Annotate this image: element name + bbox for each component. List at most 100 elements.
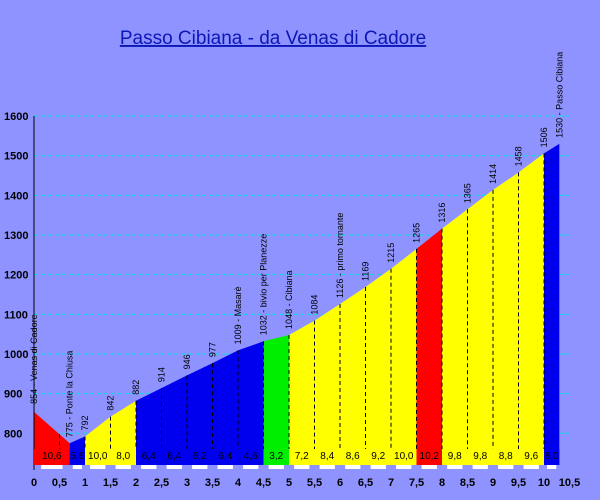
grade-cell-7 xyxy=(187,449,213,461)
grade-bar-18 xyxy=(467,461,493,465)
grade-bar-5 xyxy=(136,461,162,465)
x-tick-4,5: 4,5 xyxy=(256,477,271,489)
grade-cell-2 xyxy=(69,449,85,461)
grade-marker-20 xyxy=(523,465,539,469)
grade-marker-14 xyxy=(370,465,386,469)
grade-bar-15 xyxy=(391,461,417,465)
grade-marker-18 xyxy=(472,465,488,469)
grade-bar-21 xyxy=(544,461,560,465)
grade-cell-8 xyxy=(212,449,238,461)
point-labels: 854 - Venas di Cadore 775 - Ponte la Chiu… xyxy=(29,52,564,437)
y-tick-1400: 1400 xyxy=(4,190,28,202)
profile-segment-15 xyxy=(391,248,417,465)
grade-cell-5 xyxy=(136,449,162,461)
y-tick-1000: 1000 xyxy=(4,349,28,361)
grade-cell-14 xyxy=(365,449,391,461)
profile-segment-11 xyxy=(289,320,315,465)
grade-marker-17 xyxy=(447,465,463,469)
grade-label-13: 8,6 xyxy=(346,451,360,462)
grade-label-15: 10,0 xyxy=(394,451,414,462)
grade-bar-4 xyxy=(110,461,136,465)
grade-cell-12 xyxy=(314,449,340,461)
x-tick-5,5: 5,5 xyxy=(307,477,322,489)
grade-cell-6 xyxy=(161,449,187,461)
x-tick-2,5: 2,5 xyxy=(154,477,169,489)
grade-label-21: 8,0 xyxy=(545,451,559,462)
grade-bar-6 xyxy=(161,461,187,465)
grade-bar-11 xyxy=(289,461,315,465)
grade-bar-13 xyxy=(340,461,366,465)
y-tick-1100: 1100 xyxy=(4,309,28,321)
grade-marker-6 xyxy=(166,465,182,469)
grade-marker-16 xyxy=(421,465,437,469)
profile-segment-9 xyxy=(238,341,264,465)
profile-segment-10 xyxy=(263,334,289,465)
x-tick-3: 3 xyxy=(184,477,190,489)
elevation-label-4: 842 xyxy=(106,396,116,411)
profile-segment-4 xyxy=(110,400,136,465)
grade-marker-7 xyxy=(192,465,208,469)
x-tick-6: 6 xyxy=(337,477,343,489)
chart-title: Passo Cibiana - da Venas di Cadore xyxy=(120,28,426,49)
elevation-label-21: 1506 xyxy=(539,127,549,147)
elevation-label-17: 1316 xyxy=(437,203,447,223)
profile-segment-5 xyxy=(136,388,162,465)
grade-marker-21 xyxy=(547,465,557,469)
elevation-label-1: 854 - Venas di Cadore xyxy=(29,314,39,404)
profile-segment-12 xyxy=(314,304,340,465)
grade-label-17: 9,8 xyxy=(448,451,462,462)
grade-label-19: 8,8 xyxy=(499,451,513,462)
elevation-label-18: 1365 xyxy=(463,183,473,203)
grade-marker-5 xyxy=(141,465,157,469)
grade-label-2: 5,6 xyxy=(70,451,84,462)
x-tick-5: 5 xyxy=(286,477,292,489)
elevation-label-15: 1215 xyxy=(386,243,396,263)
grade-marker-15 xyxy=(396,465,412,469)
profile-segment-14 xyxy=(365,268,391,465)
elevation-label-22: 1530 - Passo Cibiana xyxy=(554,52,564,138)
grade-label-12: 8,4 xyxy=(320,451,334,462)
elevation-label-19: 1414 xyxy=(488,164,498,184)
grade-bar-9 xyxy=(238,461,264,465)
profile-segment-18 xyxy=(467,189,493,466)
grade-label-7: 6,2 xyxy=(193,451,207,462)
grade-cell-10 xyxy=(263,449,289,461)
grade-marker-12 xyxy=(319,465,335,469)
profile-segments xyxy=(34,143,560,466)
profile-segment-7 xyxy=(187,363,213,465)
x-tick-8: 8 xyxy=(439,477,445,489)
grade-marker-19 xyxy=(498,465,514,469)
grade-label-1: 10,6 xyxy=(42,451,62,462)
grade-cell-15 xyxy=(391,449,417,461)
grade-cell-21 xyxy=(544,449,560,461)
grade-cell-13 xyxy=(340,449,366,461)
elevation-label-5: 882 xyxy=(131,380,141,395)
x-tick-2: 2 xyxy=(133,477,139,489)
grade-label-14: 9,2 xyxy=(371,451,385,462)
elevation-label-13: 1126 - primo tornante xyxy=(335,213,345,298)
grade-cell-1 xyxy=(34,449,70,461)
grade-marker-13 xyxy=(345,465,361,469)
grade-cell-3 xyxy=(85,449,111,461)
grade-bar-19 xyxy=(493,461,519,465)
grade-label-9: 4,6 xyxy=(244,451,258,462)
elevation-label-6: 914 xyxy=(157,367,167,382)
elevation-label-3: 792 xyxy=(80,415,90,430)
x-tick-7: 7 xyxy=(388,477,394,489)
profile-segment-17 xyxy=(442,209,468,465)
grade-label-8: 6,4 xyxy=(218,451,232,462)
x-tick-labels: 0 0,5 1 1,5 2 2,5 3 3,5 4 4,5 5 5,5 6 6,5 7 7,5 8 8,5 9 9,5… xyxy=(31,477,580,489)
grade-marker-1 xyxy=(41,465,63,469)
elevation-label-10: 1032 - bivio per Planezze xyxy=(259,234,269,336)
grade-label-5: 6,4 xyxy=(142,451,156,462)
grade-marker-11 xyxy=(294,465,310,469)
elevation-label-20: 1458 xyxy=(514,146,524,166)
grade-bar-10 xyxy=(263,461,289,465)
grade-label-3: 10,0 xyxy=(88,451,108,462)
grade-label-10: 3,2 xyxy=(269,451,283,462)
grade-cell-18 xyxy=(467,449,493,461)
x-tick-7,5: 7,5 xyxy=(409,477,424,489)
y-tick-1500: 1500 xyxy=(4,151,28,163)
grade-cell-4 xyxy=(110,449,136,461)
grade-bar-12 xyxy=(314,461,340,465)
